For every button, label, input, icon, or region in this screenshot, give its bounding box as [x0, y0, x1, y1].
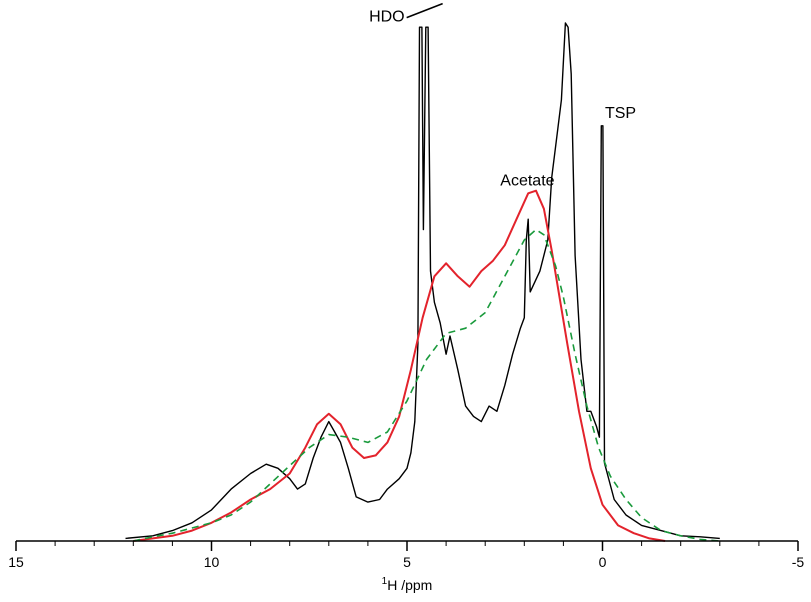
annotation-tsp: TSP	[605, 105, 636, 122]
x-axis-label-sup: 1	[382, 576, 388, 587]
x-tick-label: 10	[204, 554, 220, 570]
hdo-leader-line	[406, 2, 443, 19]
annotation-layer: HDO Acetate TSP	[369, 2, 636, 189]
annotation-hdo: HDO	[369, 9, 405, 26]
x-axis: 15 10 5 0 -5	[8, 540, 805, 570]
x-tick-label: 5	[403, 554, 411, 570]
x-tick-label: 15	[8, 554, 24, 570]
series-layer	[125, 22, 720, 542]
series-line-2	[133, 189, 666, 542]
annotation-acetate: Acetate	[500, 172, 554, 189]
x-axis-label-main: H /ppm	[387, 577, 432, 593]
x-tick-label: 0	[599, 554, 607, 570]
x-axis-label: 1H /ppm	[382, 576, 433, 593]
series-line-3	[133, 228, 720, 542]
x-tick-label: -5	[792, 554, 805, 570]
series-line-1	[125, 22, 720, 540]
